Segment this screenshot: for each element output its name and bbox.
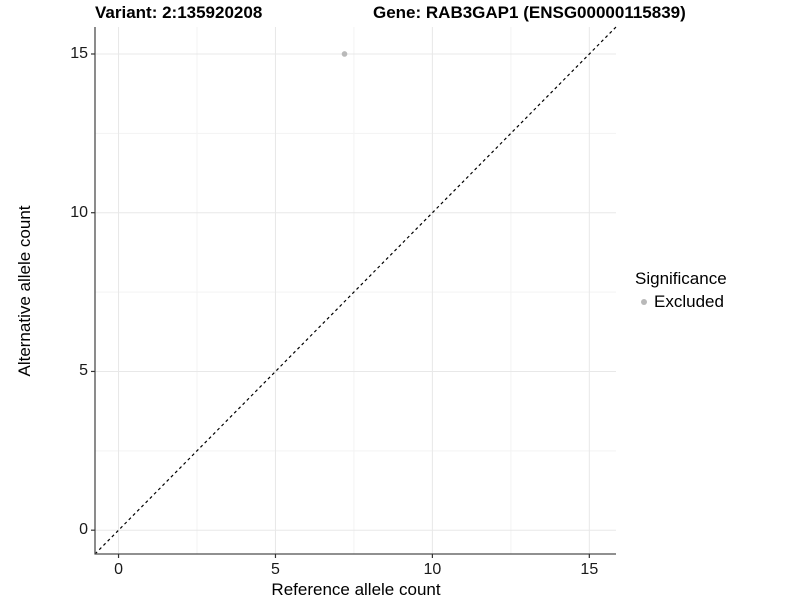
y-tick-label: 15	[70, 44, 88, 62]
data-point	[341, 51, 348, 57]
variant-title: Variant: 2:135920208	[95, 3, 263, 22]
gene-title: Gene: RAB3GAP1 (ENSG00000115839)	[373, 3, 686, 22]
y-tick-label: 5	[79, 362, 88, 380]
legend-key	[635, 293, 653, 311]
legend: Significance Excluded	[635, 269, 727, 312]
x-tick-label: 0	[114, 561, 123, 578]
x-axis-title: Reference allele count	[271, 580, 441, 599]
identity-dashed-line	[94, 26, 617, 555]
legend-point-icon	[641, 299, 647, 305]
legend-title: Significance	[635, 269, 727, 288]
x-tick-label: 5	[271, 561, 280, 578]
y-axis-title: Alternative allele count	[15, 205, 34, 377]
legend-item-excluded: Excluded	[635, 292, 727, 312]
y-tick-label: 10	[70, 203, 88, 221]
x-tick-label: 15	[580, 561, 599, 578]
y-tick-label: 0	[79, 521, 88, 539]
legend-item-label: Excluded	[654, 292, 724, 311]
x-tick-label: 10	[423, 561, 442, 578]
